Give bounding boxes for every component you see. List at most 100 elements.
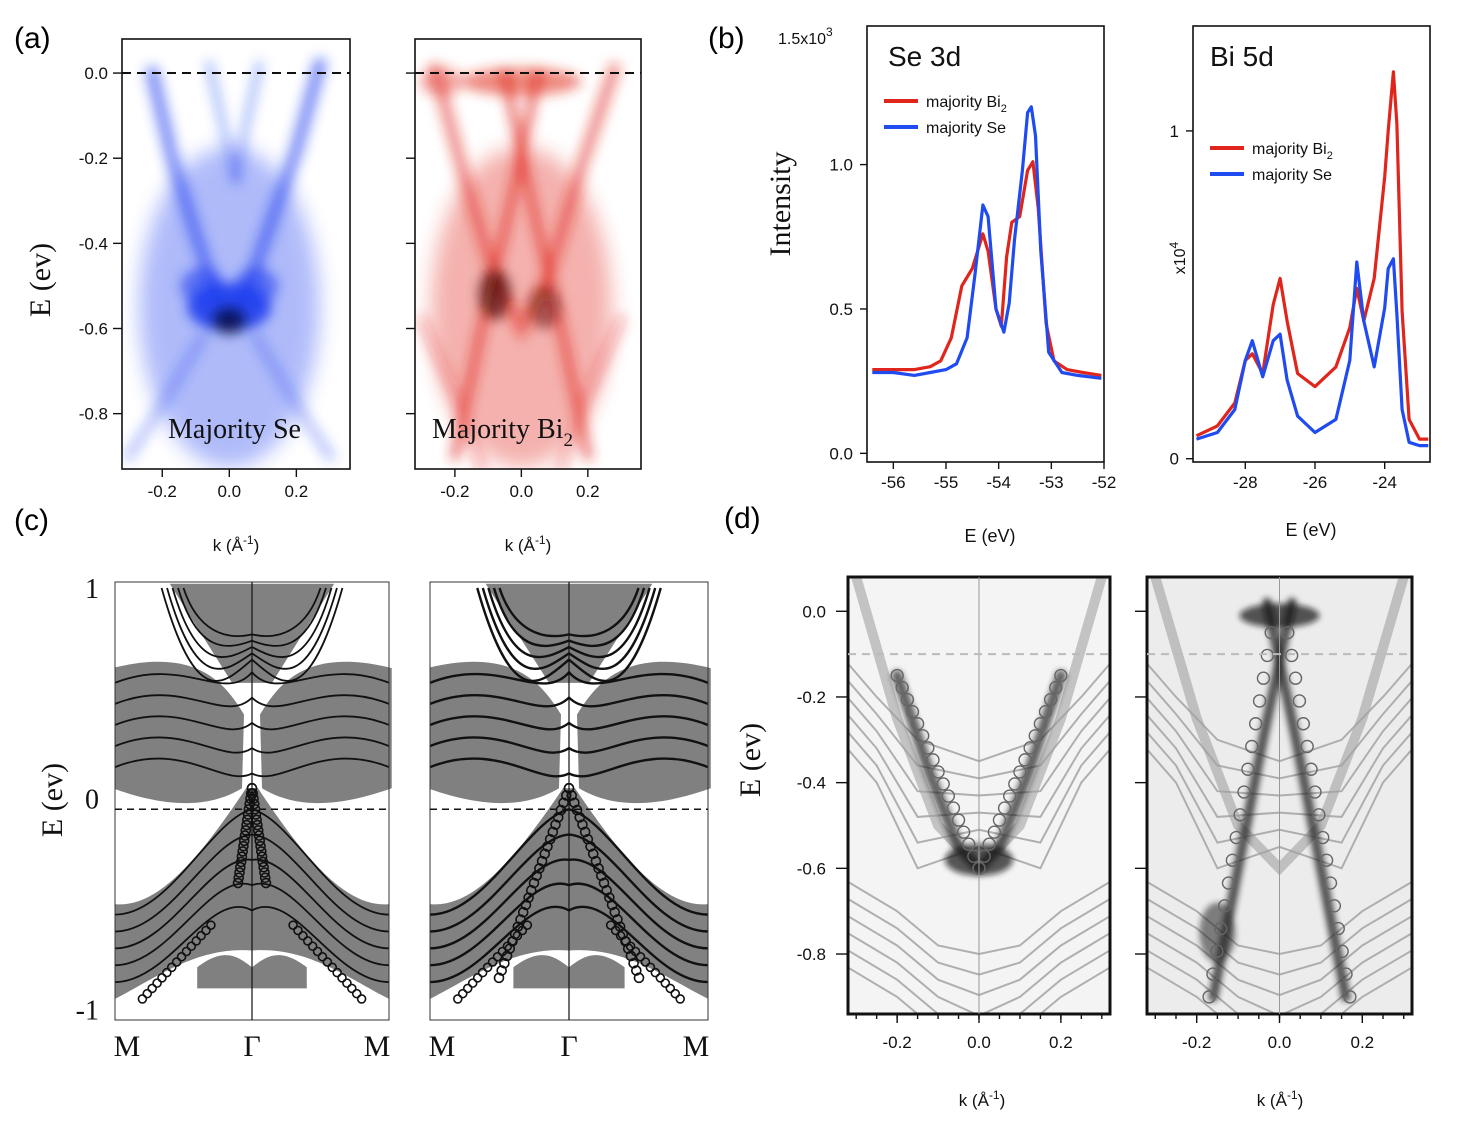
calc-marker <box>1237 785 1251 799</box>
band-cross-2 <box>450 68 543 461</box>
lower-calc-band <box>848 932 1110 1014</box>
calc-marker <box>1023 741 1037 755</box>
surface-state-point <box>517 906 529 918</box>
calc-marker <box>1281 625 1295 640</box>
surface-state-point <box>252 825 264 836</box>
surface-state-point <box>534 863 545 874</box>
surface-state-point <box>536 855 548 867</box>
lower-band-point <box>191 936 202 946</box>
y-tick-label: -0.8 <box>797 945 826 964</box>
x-tick-label: -55 <box>934 473 959 492</box>
y-tick-label: 0.5 <box>829 300 853 319</box>
legend-label-se: majority Se <box>1252 167 1332 184</box>
surface-state-markers <box>137 782 367 1004</box>
lower-band-point <box>640 957 651 967</box>
k-point-label: M <box>114 1030 141 1063</box>
surface-state-point <box>574 812 586 823</box>
plot-frame <box>121 38 351 470</box>
x-tick-label: 0.2 <box>576 482 600 501</box>
lower-band-point <box>517 925 528 936</box>
surface-state-point <box>628 957 639 969</box>
lower-band-point <box>157 973 167 983</box>
lower-band-point <box>162 967 172 978</box>
surface-state-point <box>240 825 252 836</box>
lower-calc-band <box>1147 932 1412 1014</box>
calc-marker <box>1229 830 1243 845</box>
bands <box>416 62 627 469</box>
calc-marker <box>1245 739 1259 754</box>
surface-state-point <box>561 790 572 801</box>
surface-state-point <box>239 830 251 841</box>
y-tick-label: 0 <box>85 785 99 816</box>
calc-marker <box>1292 694 1307 708</box>
x-axis-label: k (Å-1) <box>213 533 260 555</box>
calc-marker <box>1264 625 1278 640</box>
calc-marker <box>900 692 915 707</box>
surface-state-point <box>604 892 615 903</box>
x-tick-label: 0.0 <box>1268 1033 1292 1052</box>
series-line-blue <box>1196 257 1429 448</box>
calc-marker <box>1206 967 1220 981</box>
calc-marker <box>916 729 930 743</box>
calc-marker <box>1335 944 1349 959</box>
surface-state-point <box>255 840 266 852</box>
lower-band-point <box>181 946 192 957</box>
y-axis-label: Intensity <box>764 152 797 257</box>
band-inner-left <box>205 60 240 184</box>
arpes-majority-se-plot: -0.2 0.0 0.2 0.0 -0.2 -0.4 -0.6 -0.8 Majority S… <box>24 38 351 555</box>
lower-band-point <box>620 936 631 946</box>
calc-marker <box>1284 648 1299 663</box>
chart-title: Se 3d <box>888 41 961 72</box>
surface-state-point <box>234 867 245 878</box>
surface-state-point <box>233 872 245 884</box>
calc-marker <box>936 777 950 791</box>
x-tick-label: 0.2 <box>1350 1033 1374 1052</box>
surface-state-point <box>585 841 596 852</box>
lower-band-point <box>502 941 513 952</box>
surface-state-point <box>566 790 577 801</box>
surface-state-point <box>259 872 271 884</box>
lower-band-point <box>625 941 636 952</box>
calc-marker <box>1304 762 1318 776</box>
bulk-upper-left <box>430 661 561 804</box>
surface-state-point <box>571 804 583 816</box>
calc-marker <box>1202 990 1216 1004</box>
overlay-right-plot: -0.2 0.0 0.2 k (Å-1) <box>1135 575 1414 1110</box>
band-lower-right <box>556 315 627 469</box>
lower-band-point <box>477 967 488 978</box>
lower-band-point <box>152 978 162 988</box>
chart-title: Bi 5d <box>1210 41 1274 72</box>
lower-band-point <box>176 951 187 962</box>
surface-state-point <box>631 965 642 976</box>
band-v <box>428 62 621 342</box>
lower-band-point <box>645 962 656 973</box>
legend-label-bi2: majority Bi2 <box>1252 141 1333 162</box>
calc-marker <box>926 753 940 767</box>
x-tick-label: 0.2 <box>1049 1033 1073 1052</box>
lower-band-point <box>201 925 211 936</box>
x-tick-label: -0.2 <box>1182 1033 1211 1052</box>
surface-state-point <box>256 846 267 857</box>
surface-state-point <box>499 957 510 969</box>
calc-marker <box>1300 739 1314 754</box>
calc-marker <box>977 849 991 863</box>
lower-band-point <box>497 946 508 957</box>
lower-band-point <box>351 988 362 999</box>
calc-markers <box>1202 625 1357 1004</box>
lower-band-point <box>347 983 357 994</box>
calc-marker <box>1339 967 1353 981</box>
calc-marker <box>1049 680 1063 695</box>
surface-state-point <box>247 788 259 799</box>
calc-marker <box>1233 808 1247 822</box>
k-point-label: M <box>683 1030 710 1063</box>
band-inner-right <box>232 60 264 184</box>
lower-band-point <box>342 978 352 988</box>
calc-marker <box>1217 899 1232 913</box>
surface-state-point <box>236 851 248 862</box>
calc-marker <box>946 801 961 815</box>
surface-state-point <box>523 892 534 903</box>
lower-band-point <box>166 962 177 973</box>
surface-state-point <box>577 819 588 830</box>
